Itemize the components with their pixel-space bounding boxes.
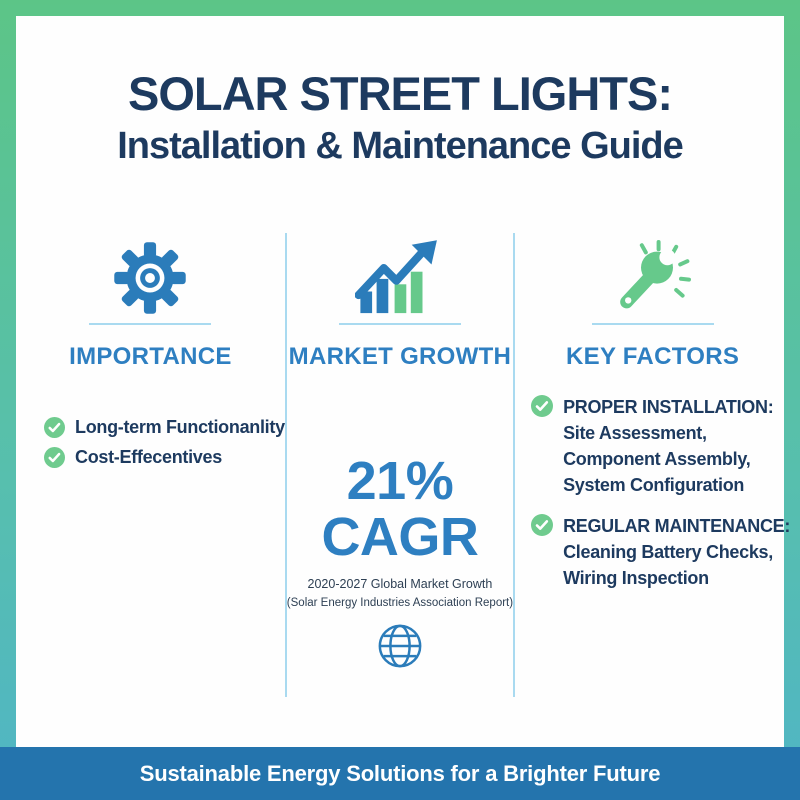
section-divider — [591, 323, 714, 325]
column-title-market-growth: MARKET GROWTH — [288, 343, 512, 370]
page-subtitle: Installation & Maintenance Guide — [117, 125, 684, 167]
page-title: SOLAR STREET LIGHTS: — [128, 67, 673, 120]
list-item: Long-term Functionanlity — [44, 417, 285, 438]
cagr-stat: 21% CAGR — [321, 451, 479, 567]
factor-line: Wiring Inspection — [563, 568, 709, 588]
key-factors-list: PROPER INSTALLATION: Site Assessment, Co… — [515, 395, 790, 607]
column-key-factors: KEY FACTORS PROPER INSTALLATION: Site As… — [513, 233, 790, 697]
factor-body: PROPER INSTALLATION: Site Assessment, Co… — [563, 395, 790, 498]
stat-label: CAGR — [321, 507, 479, 567]
factor-heading: PROPER INSTALLATION: — [563, 397, 774, 417]
stat-value: 21% — [346, 451, 454, 511]
growth-chart-icon — [354, 233, 445, 323]
column-title-importance: IMPORTANCE — [69, 343, 232, 370]
factor-line: Site Assessment, — [563, 423, 707, 443]
columns-section: IMPORTANCE Long-term Functionanlity Cost… — [16, 233, 790, 697]
list-item: Cost-Effecentives — [44, 447, 285, 468]
factor-item: PROPER INSTALLATION: Site Assessment, Co… — [531, 395, 790, 498]
wrench-icon — [609, 233, 697, 323]
factor-line: System Configuration — [563, 475, 745, 495]
column-title-key-factors: KEY FACTORS — [566, 343, 740, 370]
importance-list: Long-term Functionanlity Cost-Effecentiv… — [16, 417, 285, 477]
footer-text: Sustainable Energy Solutions for a Brigh… — [139, 760, 661, 786]
section-divider — [89, 323, 212, 325]
gear-icon — [112, 233, 188, 323]
check-icon — [44, 447, 65, 468]
check-icon — [531, 395, 563, 498]
factor-body: REGULAR MAINTENANCE: Cleaning Battery Ch… — [563, 514, 790, 591]
column-market-growth: MARKET GROWTH 21% CAGR 2020-2027 Global … — [284, 233, 513, 697]
list-item-label: Cost-Effecentives — [75, 447, 222, 467]
factor-heading: REGULAR MAINTENANCE: — [563, 516, 791, 536]
content-card: SOLAR STREET LIGHTS: Installation & Main… — [16, 16, 790, 747]
caption-line: (Solar Energy Industries Association Rep… — [286, 597, 514, 609]
factor-item: REGULAR MAINTENANCE: Cleaning Battery Ch… — [531, 514, 790, 591]
footer-banner: Sustainable Energy Solutions for a Brigh… — [0, 747, 800, 800]
header: SOLAR STREET LIGHTS: Installation & Main… — [16, 16, 784, 165]
check-icon — [44, 417, 65, 438]
factor-line: Component Assembly, — [563, 449, 751, 469]
check-icon — [531, 514, 563, 591]
factor-line: Cleaning Battery Checks, — [563, 542, 773, 562]
caption-line: 2020-2027 Global Market Growth — [307, 577, 493, 591]
stat-caption: 2020-2027 Global Market Growth (Solar En… — [287, 575, 513, 612]
section-divider — [338, 323, 461, 325]
list-item-label: Long-term Functionanlity — [75, 417, 285, 437]
column-importance: IMPORTANCE Long-term Functionanlity Cost… — [16, 233, 285, 697]
globe-icon — [376, 622, 424, 675]
